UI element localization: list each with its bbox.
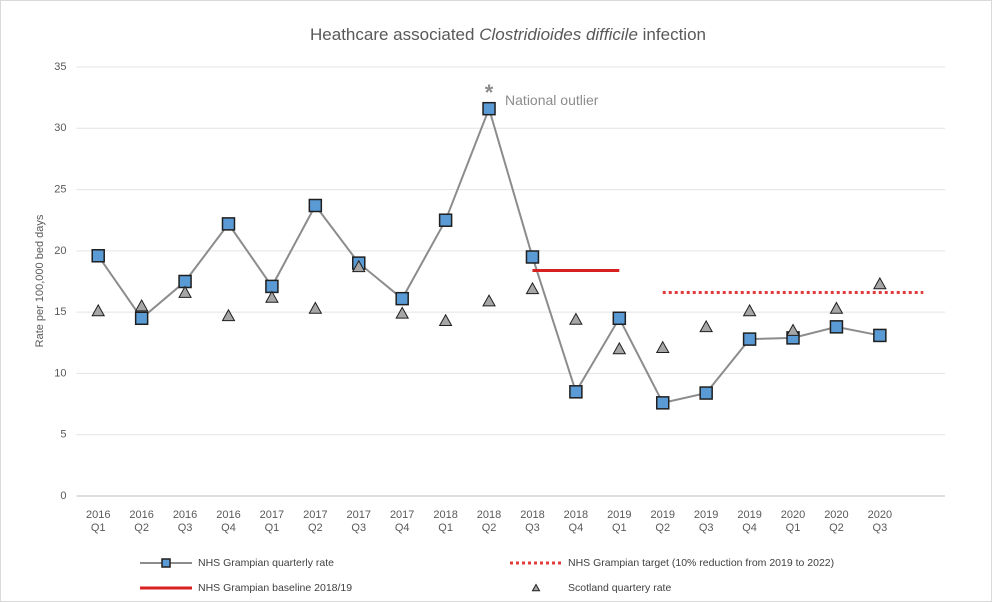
x-tick-label: Q2: [655, 522, 670, 534]
legend-label: NHS Grampian target (10% reduction from …: [568, 557, 834, 569]
marker: [742, 303, 757, 317]
x-tick-label: Q2: [134, 522, 149, 534]
y-tick-label: 25: [54, 183, 66, 195]
marker: [569, 385, 583, 399]
marker: [91, 249, 105, 263]
x-tick-label: 2016: [129, 509, 153, 521]
x-tick-label: 2018: [477, 509, 501, 521]
x-tick-label: Q4: [569, 522, 584, 534]
marker: [525, 250, 540, 264]
marker: [612, 311, 627, 326]
title-part: infection: [643, 25, 706, 44]
marker: [308, 198, 323, 213]
marker: [134, 298, 149, 312]
marker: [438, 313, 453, 327]
x-tick-label: Q3: [351, 522, 366, 534]
marker: [395, 306, 410, 319]
marker: [873, 328, 887, 343]
x-tick-label: Q1: [91, 522, 106, 534]
marker: [308, 301, 323, 314]
x-tick-label: 2017: [260, 509, 284, 521]
marker: [351, 259, 366, 273]
marker: [873, 276, 887, 290]
marker: [482, 101, 496, 116]
legend-label: NHS Grampian baseline 2018/19: [198, 582, 352, 594]
marker: [612, 341, 627, 355]
marker: [742, 332, 757, 346]
marker: [699, 319, 714, 333]
x-tick-label: Q2: [829, 522, 844, 534]
annotation: National outlier: [505, 92, 599, 108]
x-tick-label: 2019: [694, 509, 718, 521]
y-tick-label: 0: [60, 490, 66, 502]
x-tick-label: Q1: [612, 522, 627, 534]
x-tick-label: 2019: [737, 509, 761, 521]
chart-title: Heathcare associated Clostridioides diff…: [310, 25, 706, 44]
marker: [91, 303, 106, 317]
y-tick-label: 35: [54, 61, 66, 73]
x-tick-label: 2018: [433, 509, 457, 521]
marker: [221, 217, 236, 231]
x-tick-label: Q1: [786, 522, 801, 534]
marker: [134, 311, 149, 326]
x-tick-label: Q1: [438, 522, 453, 534]
marker: [438, 213, 453, 227]
legend-label: Scotland quartery rate: [568, 582, 671, 594]
y-tick-label: 15: [54, 306, 66, 318]
marker: [829, 320, 844, 334]
marker: [829, 301, 844, 314]
marker: [699, 386, 713, 400]
marker: [525, 281, 540, 295]
x-tick-label: Q3: [525, 522, 540, 534]
legend-marker: [531, 583, 541, 592]
x-tick-label: 2018: [564, 509, 588, 521]
x-tick-label: Q3: [873, 522, 888, 534]
x-tick-label: 2016: [86, 509, 110, 521]
x-tick-label: Q2: [308, 522, 323, 534]
marker: [569, 312, 583, 325]
y-tick-label: 10: [54, 367, 66, 379]
x-tick-label: 2017: [303, 509, 327, 521]
marker: [482, 294, 496, 307]
marker: [786, 323, 800, 336]
legend-marker: [161, 558, 171, 568]
y-axis-label: Rate per 100,000 bed days: [34, 214, 46, 347]
x-tick-label: 2019: [607, 509, 631, 521]
x-tick-label: Q4: [742, 522, 757, 534]
marker: [395, 291, 409, 306]
x-tick-label: Q4: [221, 522, 236, 534]
x-tick-label: Q3: [699, 522, 714, 534]
marker: [178, 285, 192, 298]
marker: [655, 396, 670, 410]
x-tick-label: 2017: [390, 509, 414, 521]
x-tick-label: 2016: [216, 509, 240, 521]
x-tick-label: 2020: [824, 509, 848, 521]
x-tick-label: Q2: [482, 522, 497, 534]
x-tick-label: 2020: [781, 509, 805, 521]
x-tick-label: 2016: [173, 509, 197, 521]
legend-label: NHS Grampian quarterly rate: [198, 557, 334, 569]
y-tick-label: 5: [60, 429, 66, 441]
marker: [221, 308, 236, 322]
y-tick-label: 30: [54, 122, 66, 134]
annotation: *: [485, 80, 494, 105]
x-tick-label: 2018: [520, 509, 544, 521]
x-tick-label: Q4: [395, 522, 410, 534]
x-tick-label: 2017: [347, 509, 371, 521]
x-tick-label: 2019: [650, 509, 674, 521]
x-tick-label: Q3: [178, 522, 193, 534]
title-part: Heathcare associated: [310, 25, 474, 44]
marker: [265, 290, 279, 303]
marker: [655, 340, 670, 353]
y-tick-label: 20: [54, 245, 66, 257]
x-tick-label: Q1: [265, 522, 280, 534]
x-tick-label: 2020: [868, 509, 892, 521]
title-part: Clostridioides difficile: [479, 25, 638, 44]
